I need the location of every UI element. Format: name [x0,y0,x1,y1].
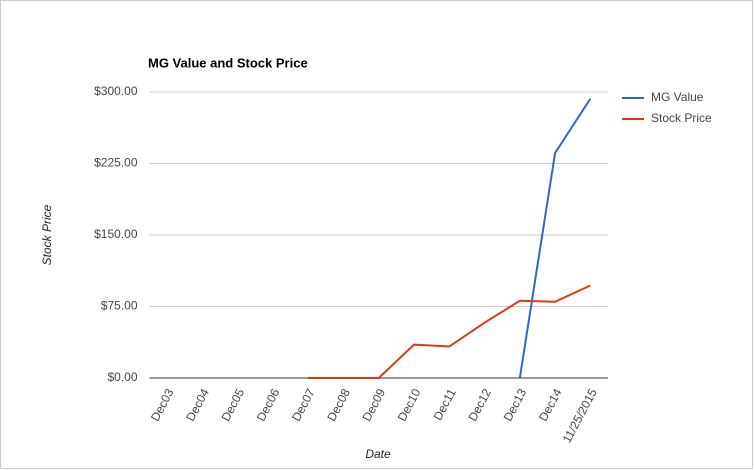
y-tick-label: $0.00 [107,370,137,384]
y-tick-label: $75.00 [101,299,138,313]
y-tick-label: $150.00 [94,227,138,241]
x-axis-title: Date [365,447,391,461]
chart-title: MG Value and Stock Price [148,55,308,70]
legend-label: MG Value [651,90,704,104]
y-tick-label: $300.00 [94,84,138,98]
series-line [518,98,592,379]
y-axis-title: Stock Price [40,204,54,265]
y-tick-label: $225.00 [94,156,138,170]
series-line [308,284,591,379]
legend-label: Stock Price [651,111,712,125]
